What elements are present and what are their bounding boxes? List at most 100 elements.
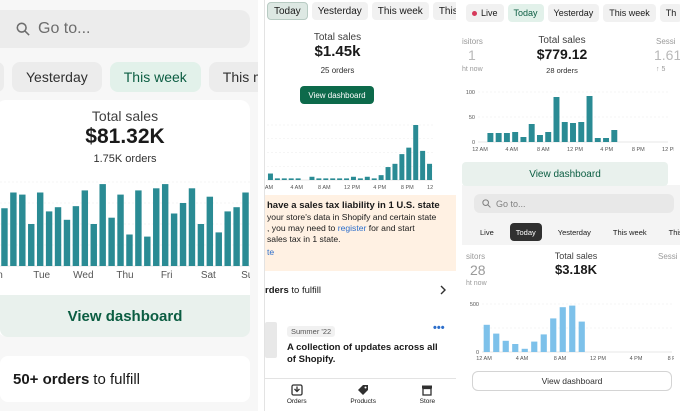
y-tick-label: 50 [469,115,475,121]
bar [483,324,490,352]
tab-label: Live [481,8,498,18]
tab-this-week[interactable]: This week [603,4,656,22]
analytics-card [462,0,680,185]
total-sales-label: Total sales [538,35,586,46]
nav-store[interactable]: Store [419,379,436,411]
view-dashboard-button[interactable]: View dashboard [472,371,672,391]
tab-today[interactable]: Today [267,2,308,20]
tab-live[interactable]: Live [480,227,494,237]
bar [295,178,301,180]
home-panel-mobile: Today Yesterday This week This Total sal… [264,0,456,411]
x-tick-label: 12 PM [662,147,674,153]
live-dot-icon [472,10,477,16]
bar [288,178,294,180]
visitors-value: 1 [468,47,476,63]
tab-this-month[interactable]: This mont [208,62,258,92]
home-panel-large: Go to... Yesterday This week This mont T… [0,0,258,411]
bar [267,173,273,180]
bar [520,137,527,142]
visitors-sub: ht now [462,66,483,73]
bar [536,135,543,142]
tab-yesterday[interactable]: Yesterday [12,62,102,92]
divider [258,0,264,411]
tab-yesterday[interactable]: Yesterday [547,4,600,22]
tag-icon [358,385,369,395]
bar [399,154,405,180]
nav-label: Store [419,398,436,405]
bar [570,123,576,142]
y-tick-label: 100 [466,90,475,96]
view-dashboard-button[interactable]: View dashboard [0,295,250,337]
sales-chart: n Tue Wed Thu Fri Sat Sun [0,181,250,280]
bar [561,122,568,142]
bar [385,167,391,180]
tab-yesterday[interactable]: Yesterday [557,227,591,237]
tab-this-month[interactable]: Th [659,4,680,22]
bar [503,133,510,142]
search-placeholder: Go to... [496,198,526,209]
search-bar[interactable]: Go to... [0,10,250,48]
bar [528,124,535,142]
bar [371,178,377,180]
x-tick-label: 4 PM [600,147,613,153]
x-tick-label: 12 PM [567,147,583,153]
tab-this-week[interactable]: This week [109,62,201,92]
orders-count: 25 orders [320,66,355,75]
tab-this-week[interactable]: This week [612,227,647,237]
search-bar[interactable]: Go to... [474,194,674,213]
view-dashboard-button[interactable]: View dashboard [462,162,668,186]
tab-today[interactable]: Today [509,223,542,241]
bar [10,192,17,266]
bar [224,211,231,266]
total-sales-value: $779.12 [536,46,588,62]
bar [215,232,222,266]
bar [364,176,370,180]
bar [19,194,26,266]
nav-label: Products [350,398,376,405]
bar [309,176,315,180]
x-tick-label: 4 PM [373,185,386,191]
x-tick-label: 8 AM [318,185,331,191]
news-card[interactable]: Summer '22 ••• A collection of updates a… [265,318,456,378]
tab-yesterday[interactable]: Yesterday [311,2,368,20]
bar [578,122,585,142]
date-range-tabs: Today Yesterday This week This [267,2,456,20]
bar [512,132,519,142]
bar [1,208,8,266]
view-dashboard-button[interactable]: View dashboard [300,86,374,104]
bar [487,133,494,142]
tab-this-month[interactable]: This mon [668,227,680,237]
tab-this-week[interactable]: This week [371,2,429,20]
y-tick-label: 500 [470,302,479,308]
bar [357,178,363,180]
bar [90,224,97,266]
bar [611,130,618,142]
bar [420,150,426,180]
bar [553,97,560,142]
nav-orders[interactable]: Orders [287,379,307,411]
news-thumbnail [265,322,277,358]
tab-live[interactable]: Live [466,4,504,22]
sessions-value: 1.61 [654,47,680,63]
tab-this-month[interactable]: This [432,2,456,20]
register-link[interactable]: register [337,223,367,233]
bar [126,234,133,266]
x-tick-label: 8 PM [401,185,414,191]
nav-products[interactable]: Products [350,379,376,411]
bar [337,178,343,180]
orders-to-fulfill-row[interactable]: 50+ orders to fulfill [0,356,250,402]
banner-text: for and start [368,223,415,233]
tab-today[interactable]: Today [507,4,544,22]
chevron-right-icon [440,285,446,295]
bar [161,184,169,266]
x-tick-label: 4 AM [290,185,303,191]
bar [559,307,566,352]
bar [330,178,336,180]
sales-chart: AM 4 AM 8 AM 12 PM 4 PM 8 PM 12 PM [265,124,435,191]
bar [233,207,240,266]
more-options-icon[interactable]: ••• [433,322,445,334]
total-sales-label: Total sales [313,32,362,43]
tab-today[interactable] [0,62,4,92]
banner-action-link[interactable]: te [267,247,275,257]
orders-to-fulfill-row[interactable]: rders to fulfill [265,285,447,296]
